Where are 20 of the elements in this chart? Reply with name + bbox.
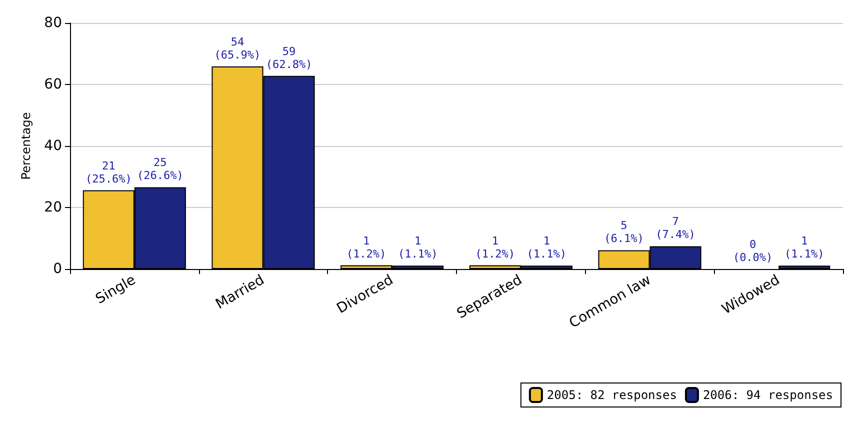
y-tick-label: 60	[44, 76, 62, 92]
data-label: 21 (25.6%)	[85, 159, 132, 186]
legend-label: 2006: 94 responses	[702, 388, 834, 402]
y-tick-label: 40	[44, 138, 62, 154]
y-axis-title: Percentage	[19, 112, 33, 180]
data-label: 7 (7.4%)	[656, 215, 696, 242]
legend-label: 2005: 82 responses	[546, 388, 677, 402]
y-tick-label: 0	[53, 261, 62, 277]
data-label: 59 (62.8%)	[266, 44, 312, 71]
data-label: 1 (1.2%)	[346, 234, 386, 260]
data-label: 25 (26.6%)	[137, 156, 184, 182]
y-tick-label: 80	[44, 15, 62, 31]
data-label: 1 (1.2%)	[475, 234, 516, 260]
data-label: 1 (1.1%)	[398, 234, 438, 261]
data-label: 0 (0.0%)	[732, 238, 773, 264]
data-label: 54 (65.9%)	[214, 35, 261, 62]
y-tick-label: 20	[44, 200, 62, 216]
data-label: 1 (1.1%)	[526, 234, 567, 261]
data-label: 5 (6.1%)	[604, 219, 644, 246]
data-label: 1 (1.1%)	[784, 234, 824, 261]
